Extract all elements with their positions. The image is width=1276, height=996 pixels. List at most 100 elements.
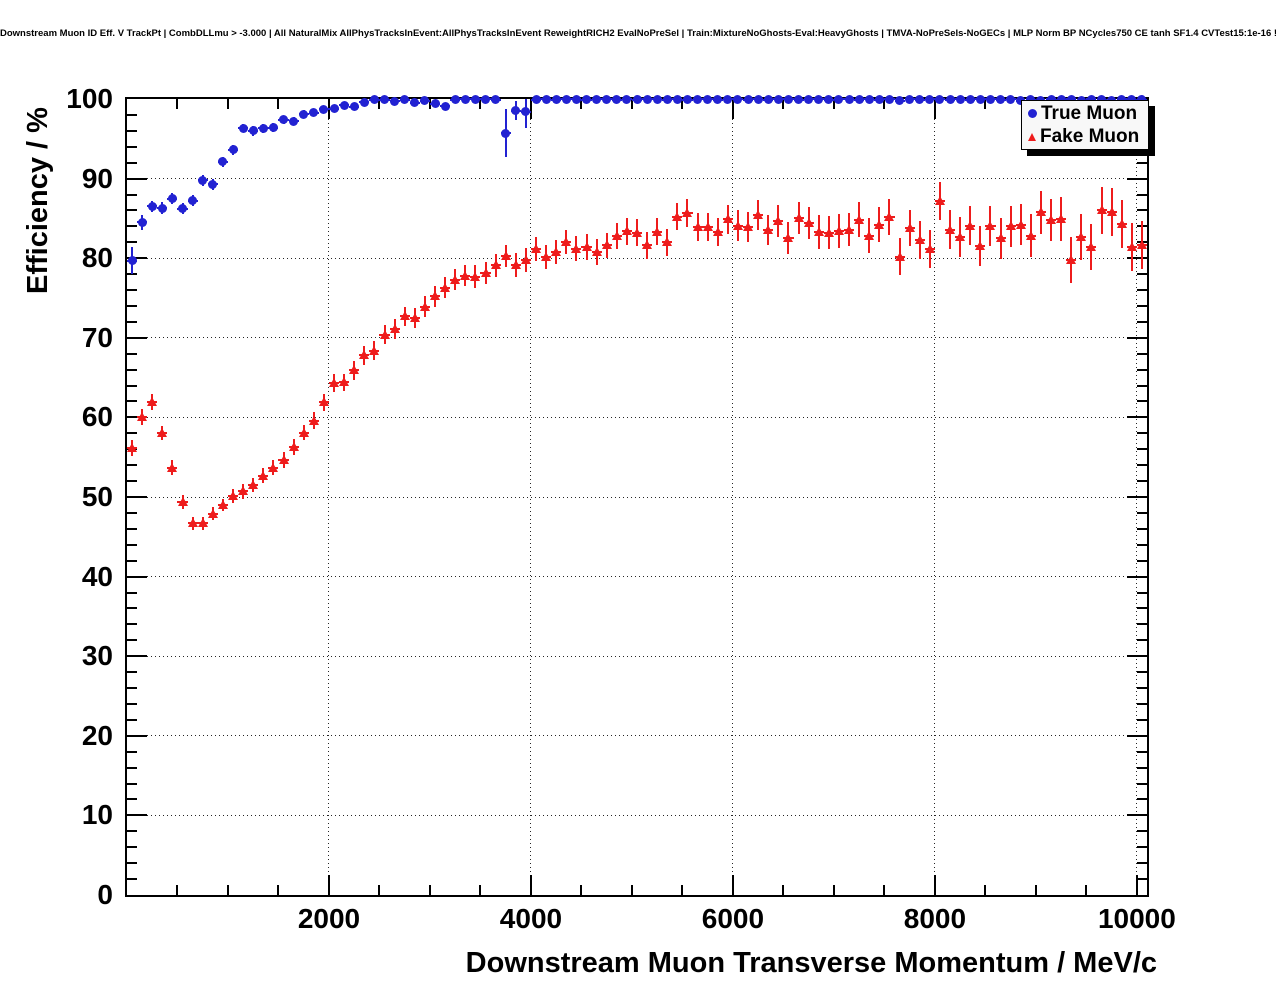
- y-tick-right-18: [1137, 750, 1147, 753]
- y-tick-right-80: [1127, 257, 1147, 260]
- y-tick-right-40: [1127, 575, 1147, 578]
- marker-true-muon: [420, 96, 430, 106]
- marker-true-muon: [218, 157, 228, 167]
- y-tick-6: [127, 846, 137, 849]
- marker-fake-muon: [1005, 221, 1016, 231]
- gridline-y-40: [127, 576, 1147, 578]
- marker-true-muon: [430, 99, 440, 109]
- x-tick-top-1500: [277, 99, 280, 109]
- marker-true-muon: [1026, 95, 1036, 105]
- y-tick-right-78: [1137, 273, 1147, 276]
- marker-true-muon: [460, 94, 470, 104]
- marker-fake-muon: [722, 214, 733, 224]
- marker-fake-muon: [298, 427, 309, 437]
- legend-label-true-muon: True Muon: [1041, 102, 1138, 124]
- y-tick-right-2: [1137, 878, 1147, 881]
- marker-fake-muon: [238, 486, 249, 496]
- x-tick-1000: [226, 885, 229, 895]
- marker-fake-muon: [329, 378, 340, 388]
- marker-fake-muon: [844, 224, 855, 234]
- marker-fake-muon: [1106, 207, 1117, 217]
- marker-true-muon: [248, 126, 258, 136]
- marker-fake-muon: [197, 518, 208, 528]
- marker-true-muon: [804, 94, 814, 104]
- marker-fake-muon: [803, 218, 814, 228]
- y-tick-18: [127, 750, 137, 753]
- y-tick-right-8: [1137, 830, 1147, 833]
- marker-true-muon: [652, 94, 662, 104]
- y-tick-96: [127, 129, 137, 132]
- marker-fake-muon: [995, 233, 1006, 243]
- y-tick-right-86: [1137, 209, 1147, 212]
- y-tick-right-92: [1137, 161, 1147, 164]
- y-tick-right-28: [1137, 671, 1147, 674]
- marker-fake-muon: [975, 241, 986, 251]
- marker-fake-muon: [823, 227, 834, 237]
- marker-fake-muon: [712, 226, 723, 236]
- marker-fake-muon: [874, 219, 885, 229]
- gridline-y-70: [127, 337, 1147, 339]
- x-tick-top-7500: [883, 99, 886, 109]
- marker-true-muon: [773, 94, 783, 104]
- marker-fake-muon: [248, 480, 259, 490]
- y-tick-right-12: [1137, 798, 1147, 801]
- marker-fake-muon: [217, 499, 228, 509]
- y-tick-8: [127, 830, 137, 833]
- marker-fake-muon: [359, 350, 370, 360]
- y-tick-20: [127, 734, 147, 737]
- x-tick-2000: [327, 875, 330, 895]
- y-tick-right-74: [1137, 304, 1147, 307]
- marker-fake-muon: [611, 230, 622, 240]
- y-tick-14: [127, 782, 137, 785]
- marker-fake-muon: [258, 470, 269, 480]
- y-tick-right-6: [1137, 846, 1147, 849]
- gridline-y-80: [127, 257, 1147, 259]
- marker-fake-muon: [490, 260, 501, 270]
- marker-true-muon: [783, 94, 793, 104]
- marker-fake-muon: [167, 462, 178, 472]
- marker-fake-muon: [419, 301, 430, 311]
- x-tick-2500: [378, 885, 381, 895]
- marker-fake-muon: [934, 195, 945, 205]
- marker-fake-muon: [732, 220, 743, 230]
- marker-true-muon: [339, 100, 349, 110]
- y-tick-50: [127, 496, 147, 498]
- marker-true-muon: [955, 94, 965, 104]
- y-tick-78: [127, 273, 137, 276]
- x-tick-top-5000: [630, 99, 633, 109]
- y-tick-right-44: [1137, 543, 1147, 546]
- marker-true-muon: [713, 95, 723, 105]
- marker-fake-muon: [672, 211, 683, 221]
- marker-true-muon: [521, 107, 531, 117]
- marker-true-muon: [743, 95, 753, 105]
- marker-fake-muon: [308, 415, 319, 425]
- marker-true-muon: [985, 94, 995, 104]
- marker-true-muon: [1056, 95, 1066, 105]
- marker-fake-muon: [531, 243, 541, 253]
- y-tick-right-60: [1127, 416, 1147, 419]
- y-tick-right-46: [1137, 527, 1147, 530]
- x-tick-label-8000: 8000: [903, 903, 967, 934]
- marker-true-muon: [1046, 94, 1056, 104]
- marker-true-muon: [965, 95, 975, 105]
- y-tick-label-10: 10: [81, 799, 113, 831]
- marker-true-muon: [935, 94, 945, 104]
- marker-true-muon: [1086, 94, 1096, 104]
- fake-muon-marker-icon: [1028, 132, 1036, 141]
- marker-true-muon: [167, 194, 177, 203]
- marker-true-muon: [198, 175, 208, 185]
- y-tick-52: [127, 480, 137, 483]
- marker-fake-muon: [339, 377, 350, 387]
- y-tick-68: [127, 352, 137, 355]
- x-tick-top-5500: [681, 99, 684, 109]
- marker-true-muon: [662, 95, 672, 105]
- y-tick-86: [127, 209, 137, 212]
- marker-true-muon: [996, 95, 1006, 105]
- marker-fake-muon: [440, 282, 451, 292]
- x-tick-top-2500: [378, 99, 381, 109]
- marker-true-muon: [834, 94, 844, 104]
- y-tick-right-24: [1137, 702, 1147, 705]
- x-tick-7000: [832, 885, 835, 895]
- x-tick-label-2000: 2000: [297, 903, 361, 934]
- y-tick-40: [127, 575, 147, 578]
